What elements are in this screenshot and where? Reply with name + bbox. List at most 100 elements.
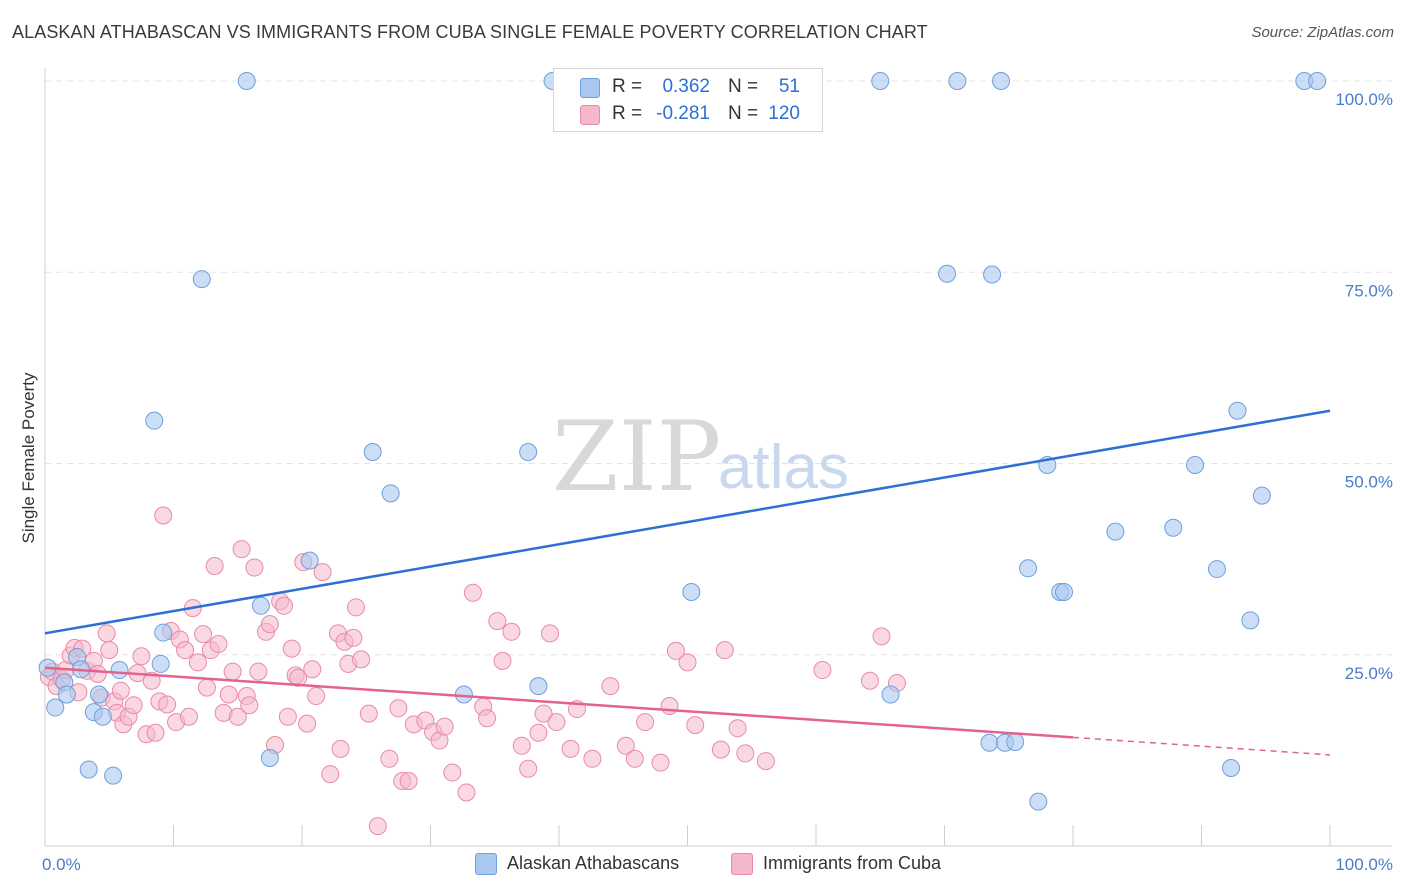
cuba-point [278, 707, 297, 726]
athabascan-point [938, 264, 957, 283]
cuba-point [711, 740, 730, 759]
cuba-point [678, 653, 697, 672]
y-tick-label: 100.0% [1335, 90, 1393, 109]
cuba-point [232, 540, 251, 559]
athabascan-point [1186, 456, 1205, 475]
cuba-point [715, 641, 734, 660]
legend-r-value: 0.362 [662, 76, 710, 97]
athabascan-point [381, 484, 400, 503]
cuba-point [158, 695, 177, 714]
athabascan-point [251, 596, 270, 615]
cuba-point [478, 709, 497, 728]
athabascan-point [983, 265, 1002, 284]
cuba-point [502, 622, 521, 641]
athabascan-point [1241, 611, 1260, 630]
legend-row-cuba: R = -0.281 N = 120 [554, 101, 822, 127]
x-tick-labels: 0.0% 100.0% [42, 855, 1393, 874]
legend-r-value: -0.281 [656, 103, 710, 124]
cuba-point [359, 704, 378, 723]
athabascan-point [519, 443, 538, 462]
athabascan-point [881, 685, 900, 704]
series-legend: Alaskan Athabascans Immigrants from Cuba [0, 852, 1406, 878]
cuba-point [100, 641, 119, 660]
cuba-point [282, 639, 301, 658]
athabascan-point [948, 72, 967, 90]
athabascan-point [1029, 792, 1048, 811]
cuba-point [541, 624, 560, 643]
athabascan-point [980, 733, 999, 752]
cuba-point [132, 647, 151, 666]
cuba-point [176, 641, 195, 660]
cuba-point [813, 661, 832, 680]
athabascan-point [871, 72, 890, 90]
cuba-point [205, 557, 224, 576]
cuba-point [561, 739, 580, 758]
athabascan-point [89, 685, 108, 704]
cuba-point [209, 635, 228, 654]
cuba-point [188, 653, 207, 672]
athabascan-point [237, 72, 256, 90]
cuba-point [601, 677, 620, 696]
cuba-point [380, 749, 399, 768]
cuba-point [686, 716, 705, 735]
athabascan-point [104, 766, 123, 785]
cuba-point [228, 707, 247, 726]
watermark-zip: ZIP [552, 401, 721, 513]
athabascan-point [1228, 401, 1247, 420]
athabascan-points [38, 72, 1327, 811]
athabascan-point [154, 623, 173, 642]
legend-n-label: N = [728, 76, 759, 97]
cuba-point [534, 704, 553, 723]
cuba-point [303, 660, 322, 679]
cuba-trend-line [44, 666, 1074, 739]
cuba-point [321, 765, 340, 784]
athabascan-point [1207, 560, 1226, 579]
athabascan-point [93, 707, 112, 726]
cuba-point [331, 739, 350, 758]
cuba-point [124, 696, 143, 715]
watermark: ZIP atlas [552, 401, 849, 513]
cuba-points [39, 506, 906, 836]
athabascan-point [1308, 72, 1327, 90]
athabascan-point [1055, 583, 1074, 602]
cuba-point [636, 713, 655, 732]
athabascan-point [1164, 518, 1183, 537]
athabascan-point [363, 443, 382, 462]
cuba-point [512, 736, 531, 755]
stats-legend: R = 0.362 N = 51 R = -0.281 N = 120 [553, 68, 823, 132]
cuba-point [368, 817, 387, 836]
cuba-point [463, 583, 482, 602]
cuba-point [179, 707, 198, 726]
athabascan-point [46, 698, 65, 717]
cuba-point [146, 723, 165, 742]
athabascan-point [79, 760, 98, 779]
athabascan-point [1252, 486, 1271, 505]
y-tick-labels: 25.0% 50.0% 75.0% 100.0% [1335, 90, 1393, 683]
cuba-point [728, 719, 747, 738]
legend-n-value: 120 [768, 103, 800, 124]
watermark-atlas: atlas [718, 433, 849, 502]
y-axis-title: Single Female Poverty [19, 372, 38, 544]
cuba-point [860, 671, 879, 690]
cuba-point [457, 783, 476, 802]
cuba-point [154, 506, 173, 525]
legend-swatch-athabascan [580, 78, 600, 98]
athabascan-trend-line [44, 409, 1331, 635]
cuba-point [583, 749, 602, 768]
legend-label-athabascan: Alaskan Athabascans [507, 853, 680, 873]
cuba-point [307, 687, 326, 706]
athabascan-point [992, 72, 1011, 90]
cuba-point [616, 736, 635, 755]
cuba-point [547, 713, 566, 732]
cuba-point [197, 678, 216, 697]
cuba-point [194, 625, 213, 644]
cuba-point [435, 717, 454, 736]
cuba-point [219, 685, 238, 704]
cuba-point [260, 615, 279, 634]
cuba-point [872, 627, 891, 646]
athabascan-point [682, 583, 701, 602]
cuba-point [249, 662, 268, 681]
athabascan-point [192, 270, 211, 289]
cuba-point [313, 563, 332, 582]
